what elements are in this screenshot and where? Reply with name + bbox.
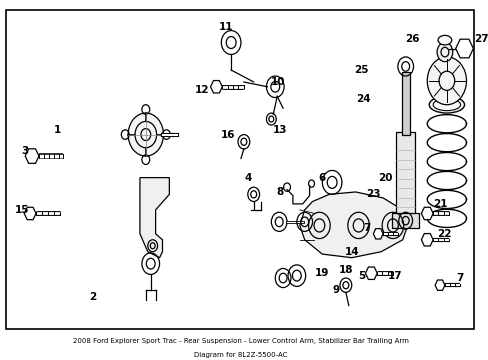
Text: 7: 7 bbox=[455, 273, 462, 283]
Text: 22: 22 bbox=[436, 229, 450, 239]
Text: 2008 Ford Explorer Sport Trac - Rear Suspension - Lower Control Arm, Stabilizer : 2008 Ford Explorer Sport Trac - Rear Sus… bbox=[72, 338, 407, 345]
Text: 17: 17 bbox=[387, 271, 402, 281]
Polygon shape bbox=[210, 81, 222, 93]
Ellipse shape bbox=[437, 35, 451, 45]
Text: 21: 21 bbox=[432, 199, 447, 209]
Text: 25: 25 bbox=[354, 65, 368, 75]
Circle shape bbox=[427, 57, 466, 105]
Text: 24: 24 bbox=[355, 94, 370, 104]
Text: 6: 6 bbox=[318, 172, 325, 183]
Text: 26: 26 bbox=[405, 34, 419, 44]
Text: 13: 13 bbox=[272, 125, 287, 135]
Text: 12: 12 bbox=[194, 85, 208, 95]
Text: 1: 1 bbox=[54, 125, 61, 135]
Bar bbox=[395, 132, 415, 216]
Text: 3: 3 bbox=[21, 146, 29, 156]
Polygon shape bbox=[421, 207, 432, 220]
Polygon shape bbox=[25, 149, 39, 163]
Text: 19: 19 bbox=[314, 268, 329, 278]
Polygon shape bbox=[24, 207, 36, 220]
Text: 18: 18 bbox=[338, 265, 352, 275]
Bar bbox=[6, 10, 473, 329]
Polygon shape bbox=[299, 192, 407, 258]
Polygon shape bbox=[434, 280, 444, 291]
Text: 4: 4 bbox=[244, 172, 251, 183]
Polygon shape bbox=[455, 39, 472, 58]
Text: 14: 14 bbox=[344, 247, 358, 257]
Text: 23: 23 bbox=[366, 189, 380, 199]
Polygon shape bbox=[421, 234, 432, 246]
Bar bbox=[401, 72, 409, 135]
Text: 15: 15 bbox=[15, 205, 29, 215]
Text: 10: 10 bbox=[270, 77, 285, 87]
Text: 7: 7 bbox=[362, 223, 369, 233]
Text: 20: 20 bbox=[377, 172, 391, 183]
Text: 5: 5 bbox=[357, 271, 365, 281]
Text: 2: 2 bbox=[89, 292, 96, 302]
Circle shape bbox=[436, 42, 452, 62]
Text: 27: 27 bbox=[473, 34, 488, 44]
Text: 16: 16 bbox=[221, 130, 235, 140]
Ellipse shape bbox=[428, 96, 464, 113]
Text: Diagram for 8L2Z-5500-AC: Diagram for 8L2Z-5500-AC bbox=[193, 351, 286, 357]
Polygon shape bbox=[140, 177, 169, 258]
Text: 11: 11 bbox=[219, 22, 233, 32]
Bar bbox=[391, 213, 419, 228]
Polygon shape bbox=[372, 229, 383, 239]
Text: 9: 9 bbox=[332, 285, 339, 295]
Text: 8: 8 bbox=[276, 187, 283, 197]
Polygon shape bbox=[365, 267, 376, 279]
Circle shape bbox=[128, 113, 163, 156]
